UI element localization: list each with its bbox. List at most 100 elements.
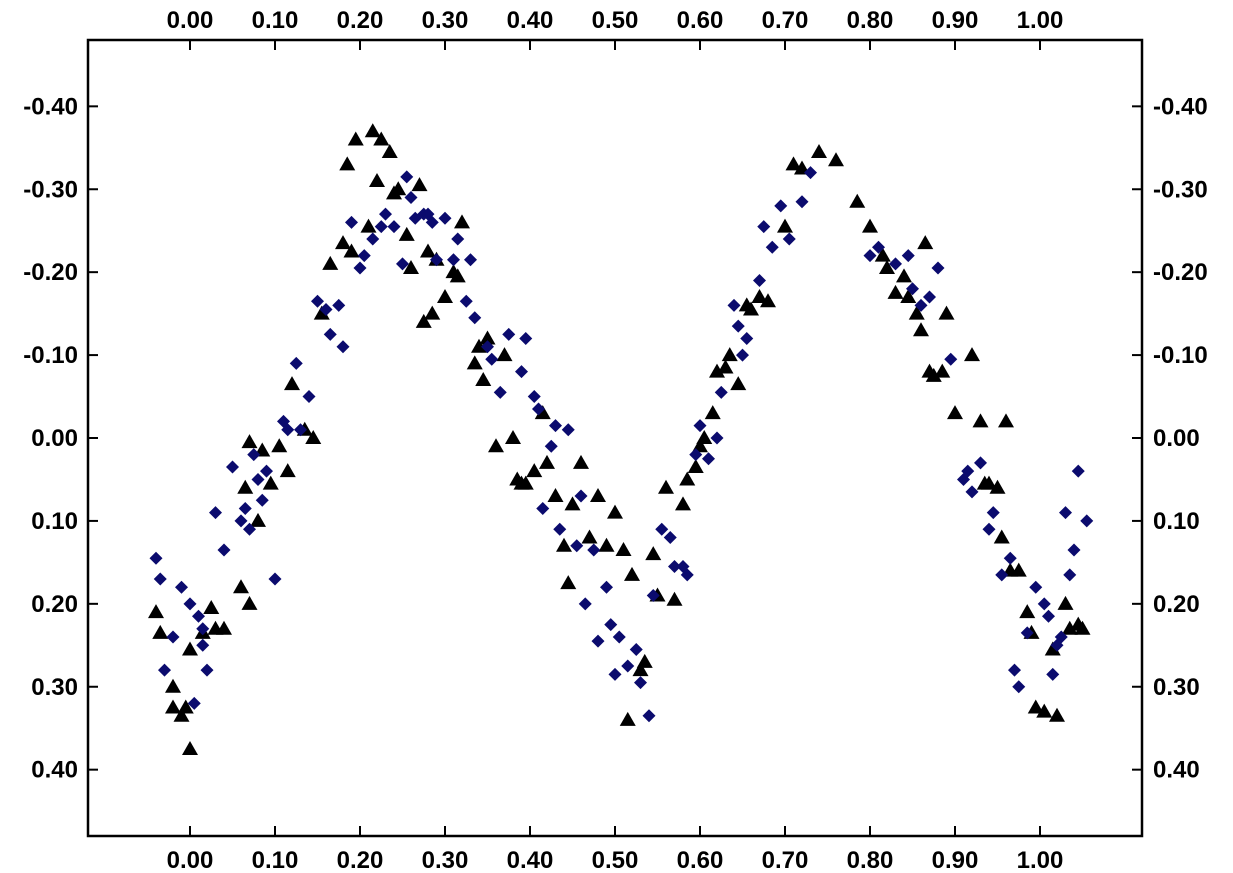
x-tick-label-top: 0.50 [592, 7, 639, 34]
triangle-point [645, 546, 662, 561]
triangle-point [972, 413, 989, 428]
triangle-point [343, 243, 360, 258]
diamond-point [255, 493, 269, 507]
diamond-point [226, 460, 239, 474]
diamond-point [319, 302, 333, 316]
diamond-point [519, 332, 533, 345]
triangle-point [679, 471, 696, 486]
y-tick-label-left: 0.10 [31, 508, 78, 535]
y-tick-label-right: 0.00 [1153, 425, 1200, 452]
triangle-point [203, 599, 220, 614]
triangle-point [1044, 641, 1061, 656]
triangle-point [182, 641, 198, 656]
diamond-point [404, 191, 418, 205]
diamond-point [430, 253, 443, 267]
diamond-point [183, 597, 197, 611]
diamond-point [196, 622, 210, 636]
triangle-point [636, 653, 653, 668]
diamond-point [663, 531, 677, 544]
triangle-point [1074, 620, 1091, 635]
triangle-point [250, 512, 266, 527]
triangle-point [1027, 699, 1044, 714]
triangle-point [730, 376, 747, 391]
triangle-point [862, 218, 878, 233]
diamond-point [1012, 680, 1026, 694]
diamond-point [357, 249, 371, 263]
x-tick-label-bottom: 0.40 [507, 847, 554, 873]
triangle-point [517, 475, 534, 490]
triangle-point [917, 235, 934, 250]
diamond-point [553, 522, 567, 536]
diamond-point [668, 560, 681, 574]
diamond-point [974, 456, 987, 470]
diamond-point [166, 630, 180, 644]
diamond-point [1042, 609, 1055, 623]
triangle-point [322, 255, 339, 270]
diamond-point [200, 663, 214, 677]
diamond-point [591, 634, 605, 648]
triangle-point [173, 707, 190, 722]
triangle-point [454, 214, 470, 229]
diamond-point [600, 580, 613, 594]
triangle-point [271, 438, 288, 453]
diamond-point [366, 232, 380, 246]
x-tick-label-bottom: 0.10 [252, 847, 299, 873]
diamond-point [451, 232, 465, 246]
y-tick-label-left: 0.30 [31, 674, 78, 701]
diamond-point [515, 365, 528, 379]
triangle-point [152, 624, 169, 639]
triangle-point [751, 289, 768, 304]
triangle-point [177, 699, 194, 714]
triangle-point [237, 479, 254, 494]
triangle-point [305, 430, 322, 444]
triangle-point [471, 338, 487, 353]
diamond-point [646, 589, 660, 603]
triangle-point [381, 143, 398, 158]
diamond-point [570, 539, 584, 553]
diamond-point [629, 642, 643, 656]
diamond-point [702, 452, 715, 466]
triangle-point [993, 529, 1010, 544]
diamond-point [740, 332, 754, 345]
x-tick-label-top: 0.20 [337, 7, 384, 34]
triangle-point [233, 579, 249, 594]
diamond-point [485, 352, 499, 366]
diamond-point [396, 257, 409, 271]
diamond-point [872, 240, 885, 254]
diamond-point [323, 327, 337, 341]
diamond-point [209, 506, 222, 520]
diamond-point [710, 431, 724, 445]
diamond-point [961, 464, 975, 478]
triangle-point [900, 289, 917, 304]
diamond-point [714, 385, 728, 399]
triangle-point [934, 363, 951, 378]
diamond-point [642, 709, 656, 723]
x-tick-label-top: 0.90 [932, 7, 979, 34]
y-tick-label-right: 0.40 [1153, 757, 1200, 784]
triangle-point [717, 359, 734, 374]
x-tick-label-bottom: 0.80 [847, 847, 894, 873]
diamond-point [731, 319, 745, 333]
y-tick-label-right: 0.30 [1153, 674, 1200, 701]
diamond-point [238, 501, 252, 515]
diamond-point [459, 294, 473, 308]
triangle-point [335, 235, 351, 250]
triangle-point [547, 488, 564, 503]
triangle-point [785, 156, 802, 171]
diamond-point [544, 439, 558, 453]
diamond-point [187, 696, 201, 710]
triangle-point [466, 355, 483, 370]
diamond-point [425, 215, 439, 229]
triangle-point [908, 305, 925, 320]
data-points [148, 123, 1094, 755]
triangle-point [989, 479, 1006, 494]
diamond-point [196, 638, 210, 652]
diamond-point [345, 215, 358, 229]
triangle-point [479, 330, 496, 345]
diamond-point [447, 253, 460, 267]
x-tick-label-bottom: 0.70 [762, 847, 809, 873]
triangle-point [390, 181, 407, 196]
diamond-point [693, 419, 707, 433]
triangle-point [449, 268, 466, 283]
triangle-point [411, 177, 428, 192]
